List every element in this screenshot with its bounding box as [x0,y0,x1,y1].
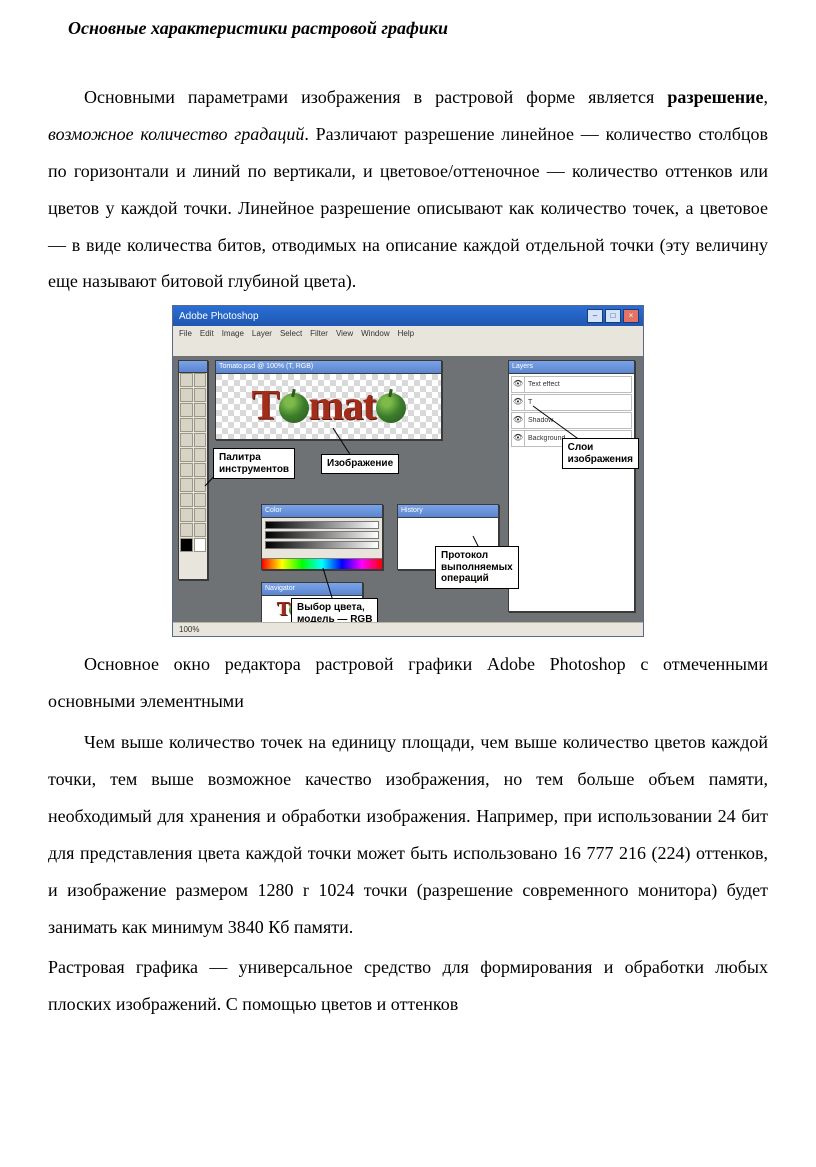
glyph: T [251,383,278,429]
document-window[interactable]: Tomato.psd @ 100% (T, RGB) Tmat [215,360,442,440]
tool-icon[interactable] [180,373,193,387]
menu-item[interactable]: Window [361,329,389,338]
tool-icon[interactable] [194,508,207,522]
tool-icon[interactable] [180,448,193,462]
slider[interactable] [265,531,379,539]
slider[interactable] [265,521,379,529]
menubar[interactable]: File Edit Image Layer Select Filter View… [173,326,643,341]
callout-history: Протокол выполняемых операций [435,546,519,589]
panel-tab[interactable]: History [398,505,498,518]
tomato-artwork: Tmat [251,382,405,430]
tool-icon[interactable] [194,403,207,417]
tool-icon[interactable] [180,508,193,522]
eye-icon[interactable]: 👁 [512,431,525,446]
panel-tab[interactable]: Color [262,505,382,518]
tool-icon[interactable] [180,388,193,402]
page: Основные характеристики растровой график… [0,0,816,1023]
tomato-icon [376,393,406,423]
layer-row[interactable]: 👁Shadow [511,412,632,429]
paragraph-4: Растровая графика — универсальное средст… [48,949,768,1023]
foreground-color-icon[interactable] [180,538,193,552]
menu-item[interactable]: Layer [252,329,272,338]
tool-icon[interactable] [180,523,193,537]
glyph: T [277,598,289,620]
photoshop-window: Adobe Photoshop – □ × File Edit Image La… [173,306,643,636]
close-icon[interactable]: × [623,309,639,323]
app-title: Adobe Photoshop [179,311,259,322]
figure: Adobe Photoshop – □ × File Edit Image La… [48,306,768,636]
eye-icon[interactable]: 👁 [512,413,525,428]
color-panel[interactable]: Color [261,504,383,570]
tool-icon[interactable] [180,478,193,492]
tool-icon[interactable] [194,478,207,492]
layer-name: T [525,399,631,406]
menu-item[interactable]: Help [398,329,414,338]
p1-lead: Основными параметрами изображения в раст… [84,87,667,107]
panel-tab[interactable]: Navigator [262,583,362,596]
document-titlebar[interactable]: Tomato.psd @ 100% (T, RGB) [216,361,441,374]
menu-item[interactable]: File [179,329,192,338]
p1-tail: . Различают разрешение линейное — количе… [48,124,768,292]
toolbox-panel[interactable] [178,360,208,580]
callout-layers: Слои изображения [562,438,639,469]
tool-icon[interactable] [180,418,193,432]
tool-icon[interactable] [194,448,207,462]
menu-item[interactable]: Edit [200,329,214,338]
layers-panel[interactable]: Layers 👁Text effect 👁T 👁Shadow 👁Backgrou… [508,360,635,612]
paragraph-2: Основное окно редактора растровой график… [48,646,768,720]
rgb-sliders[interactable] [262,518,382,558]
tool-icon[interactable] [194,373,207,387]
eye-icon[interactable]: 👁 [512,395,525,410]
glyph: t [363,383,376,429]
layer-row[interactable]: 👁T [511,394,632,411]
layer-row[interactable]: 👁Text effect [511,376,632,393]
menu-item[interactable]: Select [280,329,302,338]
slider[interactable] [265,541,379,549]
background-color-icon[interactable] [194,538,207,552]
tool-icon[interactable] [180,493,193,507]
workspace: Tomato.psd @ 100% (T, RGB) Tmat Layers 👁… [173,356,643,622]
maximize-icon[interactable]: □ [605,309,621,323]
eye-icon[interactable]: 👁 [512,377,525,392]
p1-bold: разрешение [667,87,763,107]
menu-item[interactable]: View [336,329,353,338]
tool-icon[interactable] [194,463,207,477]
minimize-icon[interactable]: – [587,309,603,323]
status-bar: 100% [173,622,643,636]
tool-icon[interactable] [180,433,193,447]
canvas[interactable]: Tmat [216,374,441,439]
tool-icon[interactable] [180,463,193,477]
menu-item[interactable]: Filter [310,329,328,338]
tool-icon[interactable] [180,403,193,417]
panel-tab[interactable]: Layers [509,361,634,374]
p1-italic: возможное количество градаций [48,124,304,144]
layers-list[interactable]: 👁Text effect 👁T 👁Shadow 👁Background [509,374,634,611]
tool-icon[interactable] [194,433,207,447]
paragraph-3: Чем выше количество точек на единицу пло… [48,724,768,945]
tomato-icon [279,393,309,423]
callout-image: Изображение [321,454,399,474]
layer-name: Shadow [525,417,631,424]
p1-comma: , [764,87,769,107]
tool-icon[interactable] [194,493,207,507]
options-bar[interactable] [173,340,643,357]
tool-icon[interactable] [194,388,207,402]
glyph: a [343,383,363,429]
zoom-value: 100% [179,625,199,634]
layer-name: Text effect [525,381,631,388]
tool-icon[interactable] [194,523,207,537]
menu-item[interactable]: Image [222,329,244,338]
glyph: m [309,383,343,429]
window-titlebar[interactable]: Adobe Photoshop – □ × [173,306,643,326]
hue-strip[interactable] [262,558,382,569]
page-heading: Основные характеристики растровой график… [68,18,768,39]
paragraph-1: Основными параметрами изображения в раст… [48,79,768,300]
tool-icon[interactable] [194,418,207,432]
callout-toolbox: Палитра инструментов [213,448,295,479]
